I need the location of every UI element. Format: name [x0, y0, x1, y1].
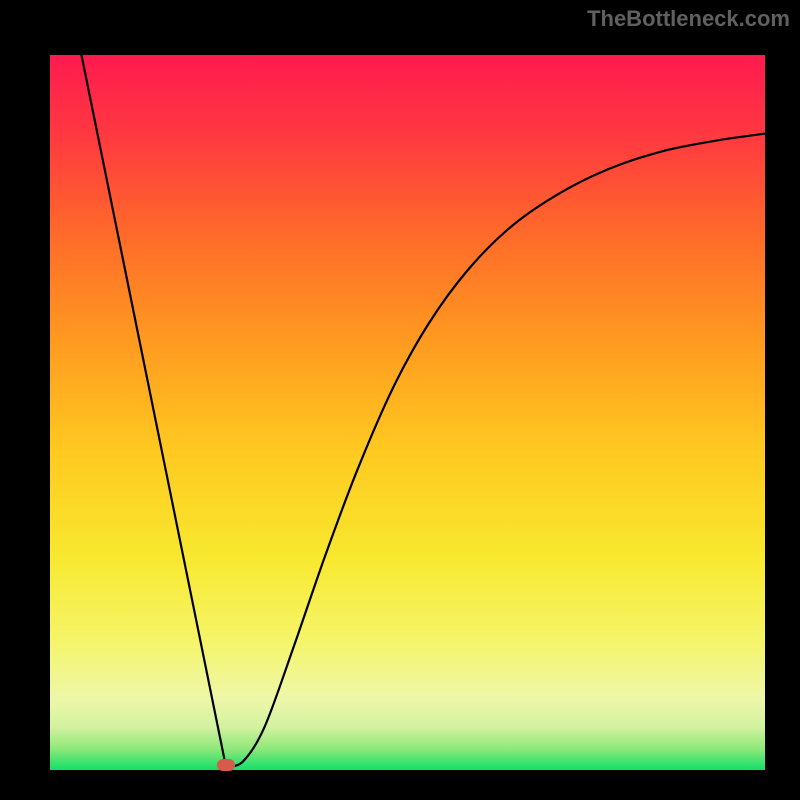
plot-area — [50, 55, 765, 770]
bottleneck-curve — [50, 55, 765, 770]
minimum-marker — [217, 759, 235, 771]
attribution-text: TheBottleneck.com — [587, 6, 790, 32]
curve-path — [81, 55, 765, 766]
